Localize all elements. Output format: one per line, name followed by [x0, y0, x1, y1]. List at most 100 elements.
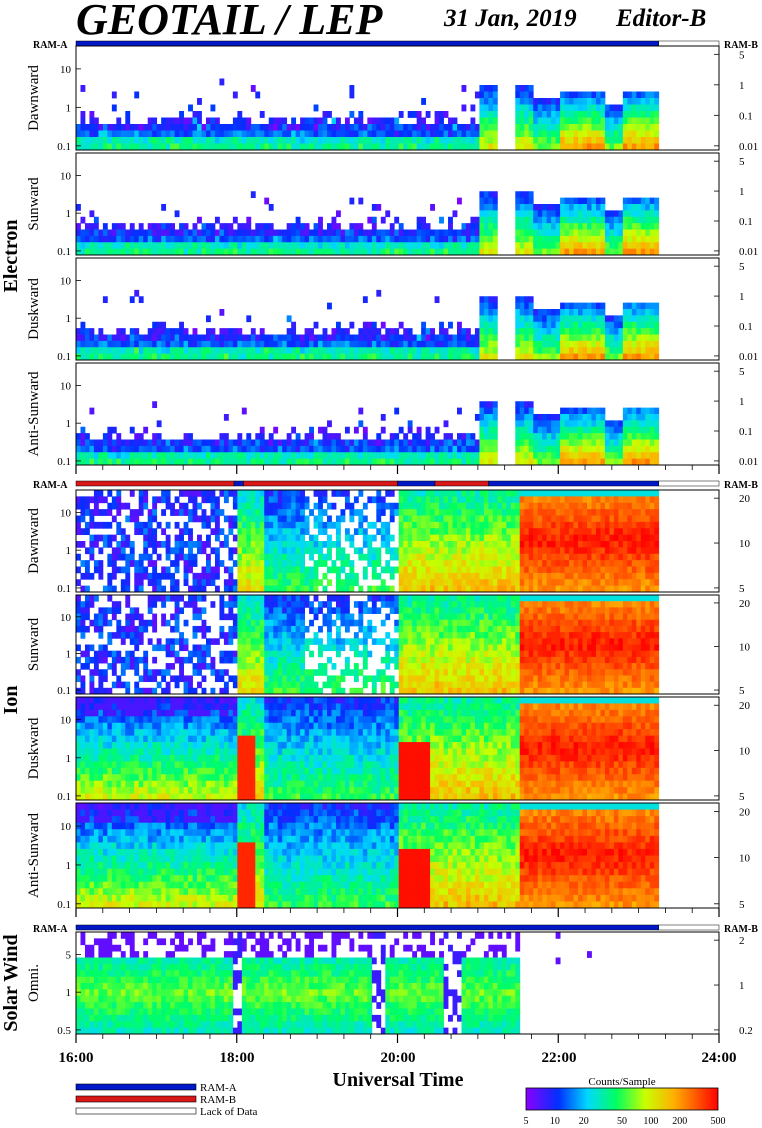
spectrogram-cell — [595, 197, 601, 205]
spectrogram-cell — [439, 347, 444, 355]
spectrogram-cell — [591, 528, 597, 536]
spectrogram-cell — [205, 340, 211, 348]
spectrogram-cell — [609, 242, 615, 250]
right-tick-label: 1 — [739, 291, 745, 303]
spectrogram-cell — [587, 572, 592, 580]
spectrogram-cell — [492, 553, 498, 561]
spectrogram-cell — [412, 143, 418, 151]
spectrogram-cell — [282, 137, 288, 144]
spectrogram-cell — [371, 439, 377, 447]
spectrogram-cell — [578, 91, 583, 99]
spectrogram-cell — [479, 353, 485, 361]
spectrogram-cell — [286, 340, 292, 348]
spectrogram-cell — [591, 223, 597, 230]
spectrogram-cell — [255, 560, 261, 567]
spectrogram-cell — [403, 124, 409, 131]
spectrogram-cell — [174, 334, 180, 342]
spectrogram-cell — [385, 340, 391, 348]
spectrogram-cell — [560, 340, 565, 348]
spectrogram-cell — [448, 117, 453, 125]
spectrogram-cell — [595, 509, 601, 516]
spectrogram-cell — [497, 572, 503, 580]
spectrogram-cell — [376, 137, 382, 144]
spectrogram-cell — [116, 328, 122, 335]
spectrogram-cell — [98, 650, 104, 658]
spectrogram-cell — [465, 340, 471, 348]
left-tick-label: 1 — [66, 102, 72, 114]
spectrogram-cell — [587, 91, 592, 99]
spectrogram-cell — [313, 547, 319, 555]
spectrogram-cell — [353, 547, 359, 555]
spectrogram-cell — [613, 490, 619, 497]
spectrogram-cell — [636, 585, 642, 593]
spectrogram-cell — [134, 248, 140, 256]
spectrogram-cell — [403, 334, 409, 342]
spectrogram-cell — [636, 566, 642, 574]
spectrogram-cell — [246, 315, 252, 323]
spectrogram-cell — [93, 509, 99, 516]
spectrogram-cell — [349, 111, 355, 118]
spectrogram-cell — [488, 302, 494, 310]
spectrogram-cell — [551, 496, 557, 504]
spectrogram-cell — [546, 104, 552, 112]
spectrogram-cell — [250, 248, 256, 256]
spectrogram-cell — [474, 248, 480, 256]
spectrogram-cell — [470, 248, 476, 256]
spectrogram-cell — [528, 445, 534, 453]
spectrogram-cell — [380, 579, 386, 587]
spectrogram-cell — [542, 143, 548, 151]
spectrogram-cell — [613, 315, 619, 323]
spectrogram-cell — [98, 613, 104, 621]
spectrogram-cell — [528, 521, 534, 529]
spectrogram-cell — [246, 229, 252, 237]
spectrogram-cell — [304, 117, 310, 125]
spectrogram-cell — [358, 334, 364, 342]
spectrogram-cell — [569, 111, 574, 118]
spectrogram-cell — [76, 502, 81, 510]
spectrogram-cell — [645, 414, 651, 421]
spectrogram-cell — [528, 328, 534, 335]
spectrogram-cell — [228, 229, 234, 237]
spectrogram-cell — [268, 534, 274, 542]
spectrogram-cell — [627, 541, 633, 548]
spectrogram-cell — [515, 458, 521, 466]
spectrogram-cell — [595, 353, 601, 361]
spectrogram-cell — [214, 334, 220, 342]
spectrogram-cell — [340, 229, 346, 237]
spectrogram-cell — [573, 334, 579, 342]
spectrogram-cell — [533, 566, 539, 574]
spectrogram-cell — [461, 353, 467, 361]
spectrogram-cell — [389, 547, 395, 555]
spectrogram-cell — [452, 515, 458, 523]
spectrogram-cell — [537, 321, 543, 329]
spectrogram-cell — [631, 496, 637, 504]
spectrogram-cell — [528, 566, 534, 574]
spectrogram-cell — [640, 572, 646, 580]
spectrogram-cell — [578, 242, 583, 250]
spectrogram-cell — [183, 541, 189, 548]
spectrogram-cell — [524, 340, 530, 348]
spectrogram-cell — [268, 585, 274, 593]
spectrogram-cell — [309, 242, 314, 250]
spectrogram-cell — [425, 572, 431, 580]
spectrogram-cell — [214, 458, 220, 466]
spectrogram-cell — [129, 248, 135, 256]
spectrogram-cell — [76, 595, 81, 602]
spectrogram-cell — [542, 235, 548, 243]
spectrogram-cell — [210, 223, 216, 230]
spectrogram-cell — [340, 509, 346, 516]
spectrogram-cell — [461, 130, 467, 138]
spectrogram-cell — [595, 223, 601, 230]
spectrogram-cell — [483, 91, 489, 99]
spectrogram-cell — [578, 204, 583, 211]
spectrogram-cell — [618, 458, 624, 466]
spectrogram-cell — [362, 553, 368, 561]
spectrogram-cell — [645, 210, 651, 218]
spectrogram-cell — [474, 229, 480, 237]
spectrogram-cell — [582, 490, 588, 497]
spectrogram-cell — [394, 235, 400, 243]
spectrogram-cell — [645, 204, 651, 211]
spectrogram-cell — [604, 130, 610, 138]
spectrogram-cell — [250, 347, 256, 355]
spectrogram-cell — [228, 579, 234, 587]
